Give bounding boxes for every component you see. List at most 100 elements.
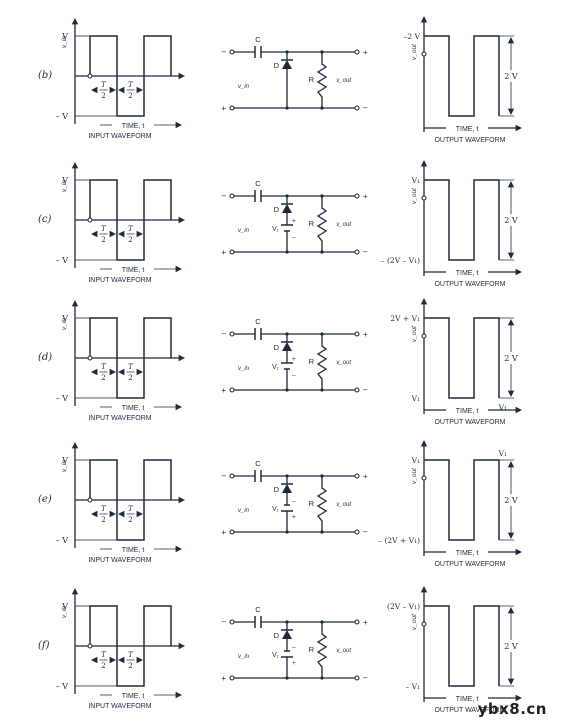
terminal-sign: – [222,191,227,200]
input-origin [87,217,93,223]
terminal-sign: – [222,329,227,338]
output-time-label: TIME, t [456,270,479,277]
arrow-head [118,656,125,664]
half-period-num: T [101,81,107,89]
output-terminal [354,105,360,111]
output-waveform: v_out 2 V V₁ – (2V – V₁) TIME, t OUTPUT WAVEF… [381,160,522,288]
output-square-wave [424,179,500,261]
arrow-head [175,691,182,699]
output-y-label: v_out [411,187,418,204]
output-top-label: –2 V [404,32,421,41]
output-origin [421,621,427,627]
arrow-head [118,510,125,518]
time-label-bg [112,120,154,130]
input-caption: INPUT WAVEFORM [88,557,151,564]
arrow-head [175,121,182,129]
span-label-bg [503,70,519,82]
half-period-dimension: T2 [118,361,143,383]
output-y-axis-arrow [420,16,428,23]
row-tag: (e) [38,494,52,505]
arrow-head [109,510,116,518]
input-y-axis-arrow [71,162,79,169]
resistor [316,622,328,678]
battery-sign: – [292,644,296,651]
output-x-axis-arrow [515,694,522,702]
input-time-label: TIME, t [122,693,145,700]
half-period-num: T [128,81,134,89]
time-label-bg [112,544,154,554]
span-label: 2 V [504,642,518,651]
input-square-wave [89,179,172,261]
half-period-dimension: T2 [91,503,116,525]
arrow-head [118,368,125,376]
output-terminal [354,331,360,337]
time-label-bg [446,405,488,415]
capacitor-label: C [255,459,261,468]
arrow-head [175,403,182,411]
output-square-wave [424,35,500,117]
arrow-head [507,37,515,44]
output-top-label: V₁ [411,456,420,465]
half-period-dimension: T2 [91,361,116,383]
time-label-bg [112,264,154,274]
row-tag: (b) [38,70,52,81]
input-minus-v-label: – V [56,536,69,545]
output-x-axis-arrow [515,124,522,132]
output-square-wave [424,459,500,541]
half-period-den: 2 [128,92,132,100]
output-origin [421,333,427,339]
output-caption: OUTPUT WAVEFORM [434,419,505,426]
arrow-head [136,510,143,518]
arrow-head [118,86,125,94]
resistor [316,52,328,108]
vout-label: v_out [336,502,351,508]
output-caption: OUTPUT WAVEFORM [434,707,505,714]
resistor-label: R [309,75,315,84]
time-label-bg [112,690,154,700]
capacitor-label: C [255,317,261,326]
output-origin [421,195,427,201]
arrow-head [507,319,515,326]
input-caption: INPUT WAVEFORM [88,415,151,422]
vin-label: v_in [238,654,250,660]
output-y-axis-arrow [420,160,428,167]
battery-label: V₁ [272,364,280,371]
battery-sign: – [292,372,296,379]
resistor-label: R [309,499,315,508]
output-bottom-label: – V₁ [405,682,420,691]
half-period-num: T [101,225,107,233]
output-caption: OUTPUT WAVEFORM [434,281,505,288]
output-top-right-label: V₁ [498,449,507,458]
resistor-label: R [309,357,315,366]
resistor [316,334,328,390]
time-label-bg [112,402,154,412]
clamper-circuit: C – + + – v_in v_out R D V₁ – + [221,605,368,683]
output-bottom-label: V₁ [411,394,420,403]
arrow-head [91,86,98,94]
diode-triangle [282,60,292,69]
input-y-label: v_in [61,36,68,48]
input-minus-v-label: – V [56,394,69,403]
input-minus-v-label: – V [56,256,69,265]
terminal-sign: + [221,248,226,257]
time-label-bg [446,547,488,557]
arrow-head [136,230,143,238]
span-label: 2 V [504,72,518,81]
output-bottom-label: – (2V + V₁) [378,536,420,545]
output-top-label: V₁ [411,176,420,185]
input-v-label: V [61,176,68,185]
terminal-sign: + [363,618,368,627]
input-origin [87,73,93,79]
span-label-bg [503,640,519,652]
arrow-head [109,86,116,94]
output-origin [421,475,427,481]
input-y-label: v_in [61,606,68,618]
output-y-label: v_out [411,613,418,630]
output-square-wave [424,605,500,687]
half-period-num: T [128,505,134,513]
resistor-label: R [309,219,315,228]
